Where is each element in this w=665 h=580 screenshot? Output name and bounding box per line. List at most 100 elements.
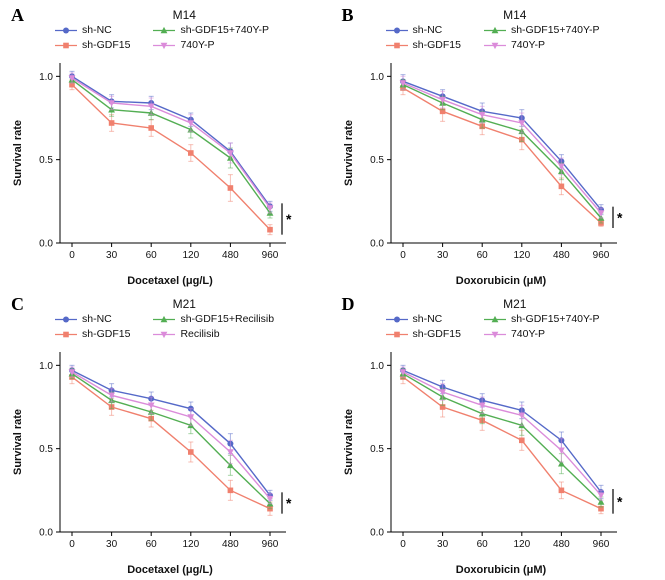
triangle-marker-icon — [483, 315, 506, 322]
legend-label: sh-GDF15+740Y-P — [510, 24, 600, 36]
legend-c: sh-NC sh-GDF15 sh-GDF15+Recilisib Recilisib — [54, 313, 333, 340]
legend-item: 740Y-P — [152, 39, 269, 51]
triangle-marker-icon — [153, 315, 176, 322]
legend-item: 740Y-P — [483, 39, 600, 51]
svg-text:60: 60 — [476, 539, 488, 550]
svg-text:120: 120 — [182, 250, 199, 261]
panel-d: D M21 sh-NC sh-GDF15 sh-GDF15+740Y-P 740Y-P… — [333, 291, 664, 580]
square-marker-icon — [55, 42, 77, 48]
svg-text:120: 120 — [182, 539, 199, 550]
svg-text:0: 0 — [400, 250, 406, 261]
svg-text:*: * — [286, 211, 292, 227]
legend-item: sh-NC — [54, 313, 130, 325]
svg-text:0: 0 — [69, 539, 75, 550]
svg-text:0.0: 0.0 — [39, 528, 53, 539]
legend-item: sh-GDF15+740Y-P — [483, 24, 600, 36]
legend-label: sh-GDF15 — [82, 39, 131, 51]
svg-text:0.5: 0.5 — [39, 155, 53, 166]
square-marker-icon — [385, 42, 408, 48]
triangle-down-marker-icon — [483, 331, 506, 338]
legend-item: sh-NC — [385, 24, 461, 36]
svg-text:0.0: 0.0 — [370, 239, 384, 250]
panel-title-d: M21 — [503, 297, 527, 311]
square-marker-icon — [385, 331, 408, 337]
svg-text:30: 30 — [106, 539, 118, 550]
panel-a: A M14 sh-NC sh-GDF15 sh-GDF15+740Y-P 740Y-P… — [2, 2, 333, 291]
legend-d: sh-NC sh-GDF15 sh-GDF15+740Y-P 740Y-P — [385, 313, 664, 340]
chart-panel-d: 0.0 0.5 1.0 0 30 60 120 480 960 Doxorubicin (μM) S… — [343, 352, 623, 576]
legend-label: sh-NC — [82, 313, 112, 325]
triangle-marker-icon — [153, 26, 176, 33]
legend-label: sh-GDF15 — [82, 328, 131, 340]
svg-text:960: 960 — [262, 539, 279, 550]
legend-label: sh-NC — [412, 24, 443, 36]
legend-a: sh-NC sh-GDF15 sh-GDF15+740Y-P 740Y-P — [54, 24, 333, 51]
legend-label: 740Y-P — [180, 39, 215, 51]
svg-text:*: * — [617, 493, 623, 509]
svg-text:60: 60 — [476, 250, 488, 261]
triangle-down-marker-icon — [483, 42, 506, 49]
svg-text:960: 960 — [592, 539, 609, 550]
svg-text:Survival rate: Survival rate — [343, 120, 355, 186]
svg-text:0: 0 — [400, 539, 406, 550]
square-marker-icon — [55, 331, 77, 337]
legend-item: sh-NC — [54, 24, 130, 36]
legend-item: sh-GDF15 — [54, 328, 130, 340]
svg-text:120: 120 — [513, 539, 530, 550]
svg-text:Doxorubicin (μM): Doxorubicin (μM) — [455, 275, 546, 287]
panel-title-c: M21 — [172, 297, 196, 311]
svg-text:Doxorubicin (μM): Doxorubicin (μM) — [455, 564, 546, 576]
panel-letter-c: C — [11, 294, 24, 314]
svg-text:1.0: 1.0 — [370, 72, 384, 83]
legend-item: sh-GDF15 — [385, 328, 461, 340]
svg-text:30: 30 — [437, 250, 449, 261]
legend-label: sh-GDF15+740Y-P — [180, 24, 270, 36]
svg-text:0: 0 — [69, 250, 75, 261]
svg-text:*: * — [286, 495, 292, 511]
legend-item: sh-GDF15+Recilisib — [152, 313, 274, 325]
svg-text:480: 480 — [553, 539, 570, 550]
panel-letter-b: B — [341, 5, 354, 25]
svg-text:30: 30 — [106, 250, 118, 261]
triangle-down-marker-icon — [153, 331, 176, 338]
circle-marker-icon — [385, 316, 408, 322]
svg-text:120: 120 — [513, 250, 530, 261]
svg-text:0.5: 0.5 — [39, 444, 53, 455]
legend-label: sh-GDF15 — [412, 39, 461, 51]
legend-item: sh-GDF15+740Y-P — [152, 24, 269, 36]
svg-text:60: 60 — [146, 250, 158, 261]
svg-text:480: 480 — [553, 250, 570, 261]
legend-label: sh-GDF15+740Y-P — [510, 313, 600, 325]
triangle-marker-icon — [483, 26, 506, 33]
legend-label: sh-GDF15 — [412, 328, 461, 340]
panel-letter-d: D — [341, 294, 355, 314]
svg-text:960: 960 — [592, 250, 609, 261]
panel-title-b: M14 — [503, 8, 527, 22]
legend-item: sh-NC — [385, 313, 461, 325]
svg-text:480: 480 — [222, 250, 239, 261]
svg-text:0.5: 0.5 — [370, 155, 384, 166]
legend-label: Recilisib — [180, 328, 220, 340]
panel-letter-a: A — [11, 5, 24, 25]
chart-panel-c: 0.0 0.5 1.0 0 30 60 120 480 960 Docetaxel (μg/L) S… — [12, 352, 292, 576]
panel-title-a: M14 — [172, 8, 196, 22]
svg-text:1.0: 1.0 — [39, 361, 53, 372]
svg-text:0.0: 0.0 — [370, 528, 384, 539]
legend-item: Recilisib — [152, 328, 274, 340]
svg-text:0.0: 0.0 — [39, 239, 53, 250]
legend-item: sh-GDF15 — [54, 39, 130, 51]
svg-text:1.0: 1.0 — [370, 361, 384, 372]
svg-text:Survival rate: Survival rate — [12, 120, 24, 186]
legend-item: sh-GDF15+740Y-P — [483, 313, 600, 325]
svg-text:Docetaxel (μg/L): Docetaxel (μg/L) — [127, 564, 213, 576]
legend-label: 740Y-P — [510, 39, 545, 51]
svg-text:Docetaxel (μg/L): Docetaxel (μg/L) — [127, 275, 213, 287]
circle-marker-icon — [55, 27, 77, 33]
svg-text:480: 480 — [222, 539, 239, 550]
svg-text:1.0: 1.0 — [39, 72, 53, 83]
circle-marker-icon — [55, 316, 77, 322]
circle-marker-icon — [385, 27, 408, 33]
svg-text:60: 60 — [146, 539, 158, 550]
svg-text:30: 30 — [437, 539, 449, 550]
